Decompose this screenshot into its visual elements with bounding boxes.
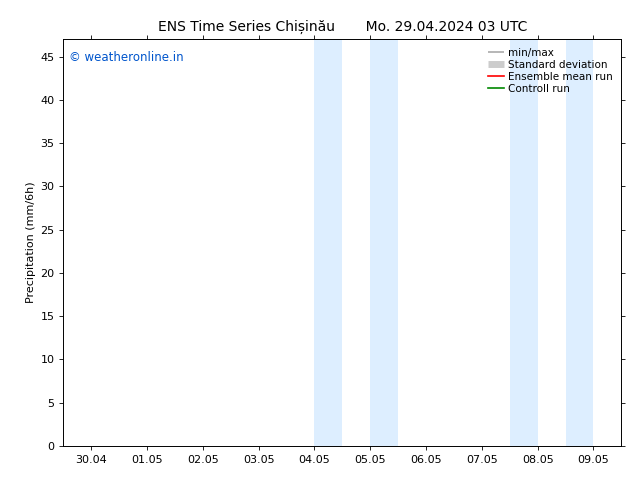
Bar	[370, 39, 398, 446]
Bar	[566, 39, 593, 446]
Bar	[510, 39, 538, 446]
Y-axis label: Precipitation (mm/6h): Precipitation (mm/6h)	[26, 182, 36, 303]
Legend: min/max, Standard deviation, Ensemble mean run, Controll run: min/max, Standard deviation, Ensemble me…	[485, 45, 616, 97]
Title: ENS Time Series Chișinău       Mo. 29.04.2024 03 UTC: ENS Time Series Chișinău Mo. 29.04.2024 …	[158, 20, 527, 34]
Text: © weatheronline.in: © weatheronline.in	[69, 51, 184, 64]
Bar	[314, 39, 342, 446]
